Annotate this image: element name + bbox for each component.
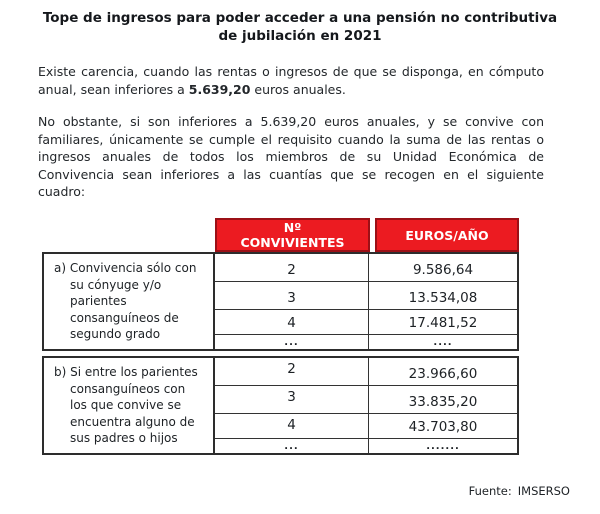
section-b-label-cell: b) Si entre los parientes consanguíneos … — [42, 356, 215, 455]
conditions-paragraph: No obstante, si son inferiores a 5.639,2… — [38, 114, 544, 199]
table-row: 2 9.586,64 — [215, 254, 517, 282]
col-header-convivientes: Nº CONVIVIENTES — [215, 218, 370, 252]
table-row: 3 33.835,20 — [215, 386, 517, 414]
euros-cell: ....... — [426, 440, 460, 452]
source-note: Fuente: IMSERSO — [469, 484, 570, 498]
income-threshold-amount: 5.639,20 — [188, 81, 251, 97]
section-a-rows: 2 9.586,64 3 13.534,08 4 17.481,52 ... .… — [215, 252, 519, 351]
source-value: IMSERSO — [517, 484, 570, 498]
convivientes-cell: 2 — [215, 254, 369, 281]
intro-text-before: Existe carencia, cuando las rentas o ing… — [38, 64, 544, 97]
section-b-rows: 2 23.966,60 3 33.835,20 4 43.703,80 ... … — [215, 356, 519, 455]
table-row-ellipsis: ... ....... — [215, 439, 517, 453]
table-header-row: Nº CONVIVIENTES EUROS/AÑO — [42, 218, 519, 252]
intro-paragraph: Existe carencia, cuando las rentas o ing… — [38, 63, 544, 98]
euros-cell: 9.586,64 — [412, 262, 474, 278]
section-a-label-cell: a) Convivencia sólo con su cónyuge y/o p… — [42, 252, 215, 351]
col-header-euros: EUROS/AÑO — [375, 218, 519, 252]
intro-text-after: euros anuales. — [250, 81, 346, 97]
euros-cell: 13.534,08 — [408, 290, 478, 306]
euros-cell: 17.481,52 — [408, 315, 478, 331]
convivientes-cell: 2 — [215, 358, 369, 385]
euros-cell: 43.703,80 — [408, 419, 478, 435]
convivientes-cell: 4 — [215, 310, 369, 334]
section-a-label: a) Convivencia sólo con su cónyuge y/o p… — [54, 261, 197, 342]
col-header-euros-label: EUROS/AÑO — [405, 227, 489, 243]
euros-cell: .... — [433, 336, 453, 348]
table-row: 4 17.481,52 — [215, 310, 517, 335]
section-b-label: b) Si entre los parientes consanguíneos … — [54, 365, 198, 446]
income-limits-table: Nº CONVIVIENTES EUROS/AÑO a) Convivencia… — [42, 218, 519, 455]
convivientes-cell: ... — [215, 439, 369, 453]
euros-cell: 23.966,60 — [408, 366, 478, 382]
table-row: 2 23.966,60 — [215, 358, 517, 386]
document-title: Tope de ingresos para poder acceder a un… — [42, 10, 558, 44]
convivientes-cell: ... — [215, 335, 369, 349]
col-header-convivientes-label: Nº CONVIVIENTES — [240, 220, 345, 250]
header-spacer — [42, 218, 215, 252]
convivientes-cell: 3 — [215, 282, 369, 309]
source-label: Fuente: — [468, 484, 512, 498]
table-section-b: b) Si entre los parientes consanguíneos … — [42, 356, 519, 455]
table-section-a: a) Convivencia sólo con su cónyuge y/o p… — [42, 252, 519, 351]
euros-cell: 33.835,20 — [408, 394, 478, 410]
table-row: 4 43.703,80 — [215, 414, 517, 439]
convivientes-cell: 4 — [215, 414, 369, 438]
table-row: 3 13.534,08 — [215, 282, 517, 310]
table-row-ellipsis: ... .... — [215, 335, 517, 349]
convivientes-cell: 3 — [215, 386, 369, 413]
